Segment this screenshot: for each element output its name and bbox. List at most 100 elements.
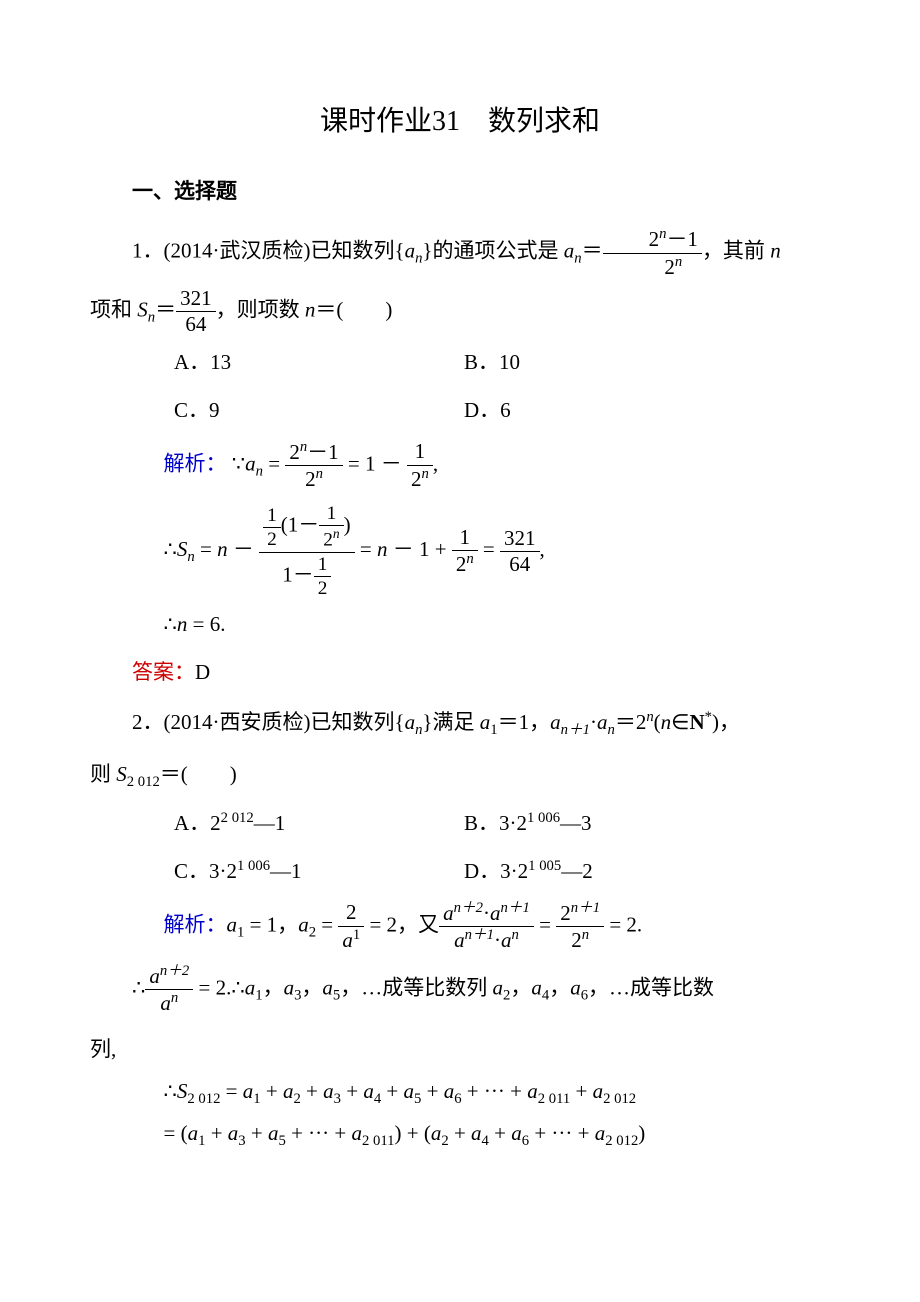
q2-s3S: S — [177, 1079, 188, 1103]
q2-N: N — [689, 710, 704, 734]
q1-s3-t: = 6. — [187, 612, 225, 636]
q1-sol-line2: ∴Sn = n － 12(1－12n)1－12 = n － 1 + 12n = … — [164, 502, 831, 600]
q2-s2c1: ， — [263, 976, 284, 1000]
q1-s1f2n: 1 — [407, 439, 433, 465]
q2-s1bfda2: a — [501, 928, 512, 952]
q1-s2bn-p1: (1－ — [281, 513, 320, 537]
q1-s3-n: n — [177, 612, 188, 636]
q2-s3eq: = — [220, 1079, 242, 1103]
q2-s2a6: a — [570, 976, 581, 1000]
q2-s1bfnd: · — [483, 901, 490, 925]
q1-sol-line1: 解析： ∵an = 2n－12n = 1 － 12n, — [164, 439, 831, 492]
q1-s2-f3: 12n — [452, 525, 478, 577]
q2-s1a2: a — [298, 912, 309, 936]
q1-frac1: 2n－12n — [603, 226, 702, 279]
q2-s1bfdd: · — [494, 928, 501, 952]
q2-sol-line2b: 列, — [90, 1027, 830, 1071]
q2-s1f2nb: 2 — [560, 901, 571, 925]
q1-f1n-t: －1 — [666, 227, 698, 251]
q2-optB-t: —3 — [560, 811, 592, 835]
q1-optB: B．10 — [464, 343, 520, 383]
q2-mid1: }满足 — [422, 710, 479, 734]
q2-optB-p: B．3·2 — [464, 811, 527, 835]
q1-s1f1de: n — [316, 466, 323, 482]
q2-optC-t: —1 — [270, 859, 302, 883]
q2-s2fde: n — [171, 990, 178, 1006]
q1-n: n — [770, 239, 781, 263]
q1-answer: 答案：D — [90, 650, 830, 694]
q2-sol-line2: ∴an＋2an = 2.∴a1，a3，a5，…成等比数列 a2，a4，a6，…成… — [132, 963, 830, 1016]
q2-options-row1: A．22 012—1 B．3·21 006—3 — [174, 804, 830, 844]
q2-s2fne: n＋2 — [160, 963, 189, 979]
q2-nvar: n — [661, 710, 672, 734]
q1-eqlhs-sub: n — [574, 251, 581, 267]
q2-s1-f2: 2n＋12n — [556, 900, 604, 953]
q2-s2t1: ，…成等比数列 — [340, 976, 492, 1000]
q2-stem-line2: 则 S2 012＝( ) — [90, 752, 830, 798]
q1-l2n: n — [305, 297, 316, 321]
q2-p1: ( — [654, 710, 661, 734]
q1-eqlhs: a — [564, 239, 575, 263]
q1-mid1: }的通项公式是 — [422, 239, 563, 263]
q2-s2a2: a — [493, 976, 504, 1000]
q2-s1-f1: 2a1 — [338, 900, 364, 952]
q2-s2a1: a — [245, 976, 256, 1000]
q2-s1bfde2: n — [511, 927, 518, 943]
q1-s2bn-fde: n — [333, 526, 340, 541]
q2-s2-f: an＋2an — [145, 963, 193, 1016]
q1-l2eq: ＝ — [155, 297, 176, 321]
q2-a1-eq: ＝1， — [498, 710, 551, 734]
q1-f1d-a: 2 — [664, 255, 675, 279]
q2-optD-p: D．3·2 — [464, 859, 528, 883]
q2-sol-line1: 解析：a1 = 1，a2 = 2a1 = 2，又an＋2·an＋1an＋1·an… — [164, 900, 831, 953]
q1-s1-pre: ∵ — [232, 451, 245, 475]
q2-p2: )， — [712, 710, 740, 734]
q1-optC: C．9 — [174, 391, 464, 431]
q1-options-row1: A．13 B．10 — [174, 343, 830, 383]
q1-s2-f4: 32164 — [500, 526, 540, 577]
q1-ans-label: 答案： — [132, 660, 195, 684]
q2-s3terms: a — [243, 1079, 254, 1103]
q2-sol-line4: = (a1 + a3 + a5 + ··· + a2 011) + (a2 + … — [164, 1119, 831, 1152]
q1-sol-line3: ∴n = 6. — [164, 610, 831, 639]
q1-s2f3db: 2 — [456, 552, 467, 576]
q1-f1d-e: n — [675, 254, 682, 270]
q1-s1f2de: n — [422, 466, 429, 482]
q1-frac2: 32164 — [176, 286, 216, 337]
q1-s2-m2: － 1 + — [387, 537, 451, 561]
q2-s1f2db: 2 — [571, 928, 582, 952]
q2-s1mid2: = 2，又 — [364, 912, 439, 936]
q1-an: a — [405, 239, 416, 263]
q2-s2t2: ，…成等比数 — [588, 976, 714, 1000]
q2-optB-e: 1 006 — [527, 810, 560, 826]
q2-an2: a — [597, 710, 608, 734]
q1-s1f1nb: 2 — [289, 440, 300, 464]
q1-s1-eq: = — [263, 451, 285, 475]
q2-s1-bf: an＋2·an＋1an＋1·an — [439, 900, 534, 953]
q1-stem-line2: 项和 Sn＝32164，则项数 n＝( ) — [90, 286, 830, 337]
q2-an: a — [405, 710, 416, 734]
q1-SnS: S — [137, 297, 148, 321]
q1-f2d: 64 — [176, 312, 216, 337]
q1-s2-pre: ∴ — [164, 537, 177, 561]
q1-stem-line1: 1．(2014·武汉质检)已知数列{an}的通项公式是 an＝2n－12n，其前… — [90, 226, 830, 279]
q1-ans: D — [195, 660, 210, 684]
q2-options-row2: C．3·21 006—1 D．3·21 005—2 — [174, 852, 830, 892]
q2-a1-sub: 1 — [490, 722, 497, 738]
q2-s1fde: 1 — [353, 927, 360, 943]
q2-stem-line1: 2．(2014·西安质检)已知数列{an}满足 a1＝1，an＋1·an＝2n(… — [90, 700, 830, 746]
q2-s1mid: = — [316, 912, 338, 936]
q2-Ssub: 2 012 — [127, 774, 160, 790]
q2-a1: a — [480, 710, 491, 734]
q1-optD: D．6 — [464, 391, 511, 431]
q1-s2-eq: = — [195, 537, 217, 561]
page-title: 课时作业31 数列求和 — [90, 100, 830, 145]
q1-l2eqp: ＝( ) — [315, 297, 392, 321]
q1-s2-n2: n — [377, 537, 388, 561]
q1-s2bnb: 2 — [263, 528, 281, 551]
q2-s2c3: ， — [510, 976, 531, 1000]
q2-s1eq: = 1， — [244, 912, 298, 936]
q2-optC-p: C．3·2 — [174, 859, 237, 883]
q2-optB: B．3·21 006—3 — [464, 804, 592, 844]
q1-s2bna: 1 — [263, 504, 281, 528]
